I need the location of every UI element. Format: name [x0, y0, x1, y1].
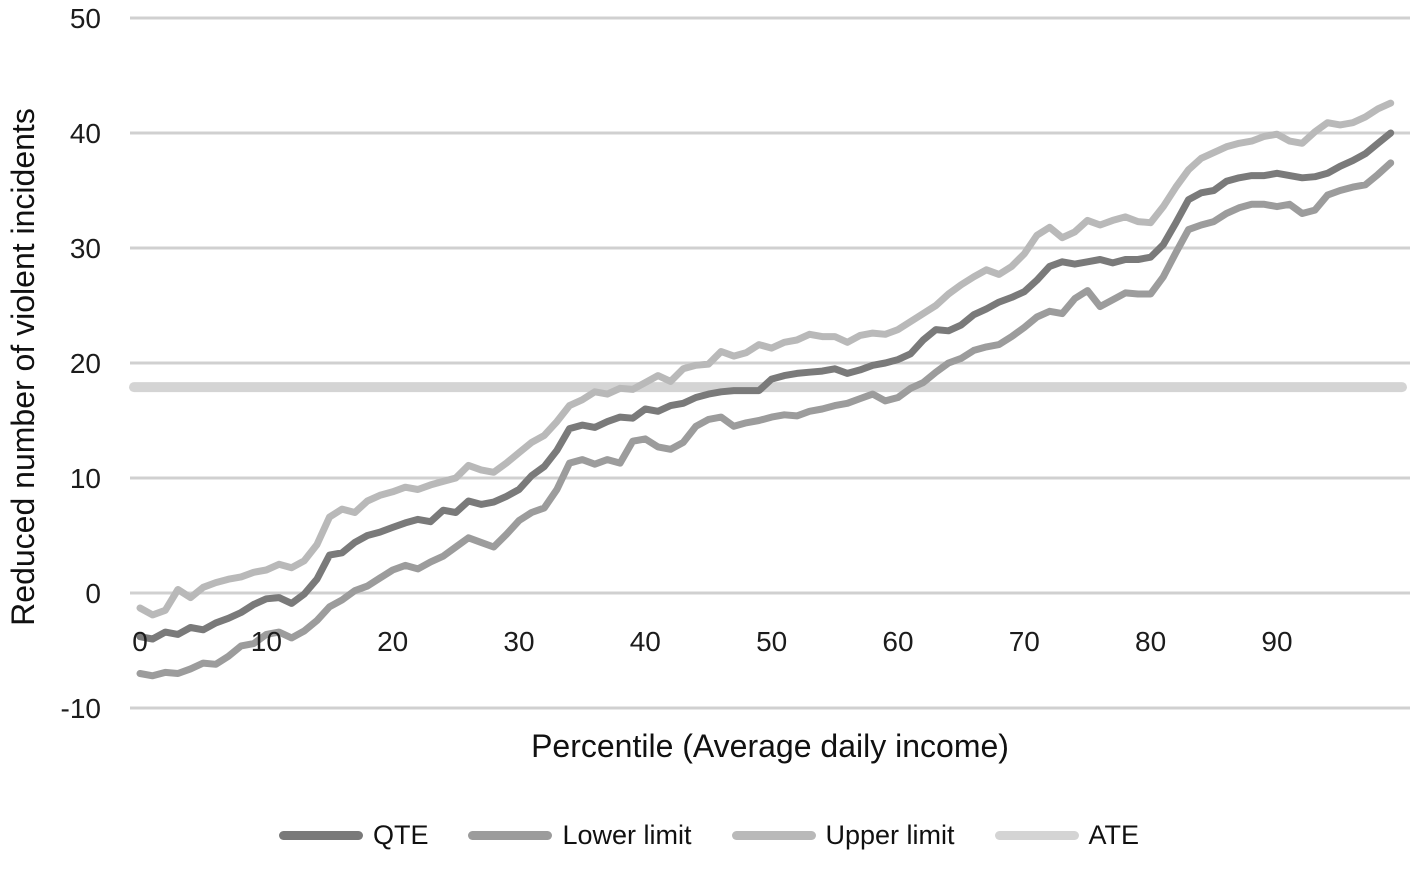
y-tick-label: 20 [70, 348, 101, 379]
gridlines [130, 16, 1410, 710]
series-line-lower-limit [136, 159, 1395, 680]
y-tick-label: 50 [70, 3, 101, 34]
legend-label: ATE [1088, 820, 1140, 850]
chart-legend: QTE Lower limit Upper limit ATE [0, 820, 1418, 851]
x-tick-label: 20 [377, 626, 408, 657]
legend-item-lower-limit: Lower limit [468, 820, 692, 851]
y-tick-label: 10 [70, 463, 101, 494]
x-tick-label: 30 [503, 626, 534, 657]
y-tick-label: 0 [85, 578, 101, 609]
legend-marker-upper-limit [731, 831, 816, 840]
legend-label: QTE [372, 820, 429, 850]
legend-marker-ate [994, 831, 1079, 840]
y-tick-label: 40 [70, 118, 101, 149]
x-tick-label: 10 [251, 626, 282, 657]
x-tick-label: 0 [132, 626, 148, 657]
legend-marker-qte [278, 831, 363, 840]
x-tick-label: 60 [882, 626, 913, 657]
y-axis-ticks: -10 0 10 20 30 40 50 [61, 3, 101, 724]
x-tick-label: 70 [1009, 626, 1040, 657]
y-tick-label: -10 [61, 693, 101, 724]
x-tick-label: 40 [630, 626, 661, 657]
x-axis-ticks: 0 10 20 30 40 50 60 70 80 90 [132, 626, 1292, 657]
series-line-qte [136, 129, 1395, 643]
x-tick-label: 90 [1261, 626, 1292, 657]
series-line-upper-limit [136, 99, 1395, 619]
legend-label: Lower limit [562, 820, 692, 850]
y-axis-title: Reduced number of violent incidents [5, 108, 41, 626]
x-tick-label: 50 [756, 626, 787, 657]
legend-item-qte: QTE [278, 820, 429, 851]
series-lines [129, 99, 1407, 680]
legend-label: Upper limit [825, 820, 955, 850]
y-tick-label: 30 [70, 233, 101, 264]
legend-marker-lower-limit [468, 831, 553, 840]
legend-item-ate: ATE [994, 820, 1140, 851]
x-axis-title: Percentile (Average daily income) [531, 728, 1009, 764]
legend-item-upper-limit: Upper limit [731, 820, 955, 851]
x-tick-label: 80 [1135, 626, 1166, 657]
